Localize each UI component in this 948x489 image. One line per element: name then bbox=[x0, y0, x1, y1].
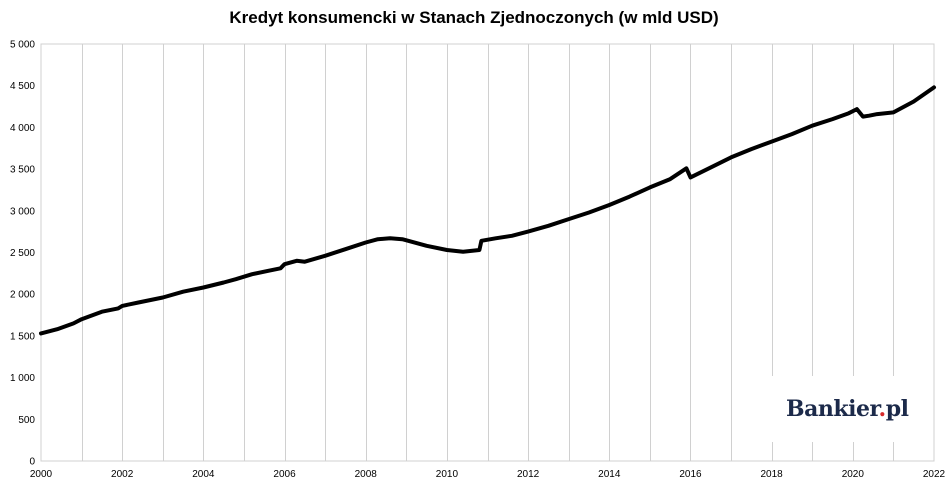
y-tick-label: 500 bbox=[18, 415, 35, 426]
logo-suffix: pl bbox=[885, 396, 909, 422]
y-axis-ticks: 0 500 1 000 1 500 2 000 2 500 3 000 3 500 4 000 4… bbox=[10, 40, 35, 468]
y-tick-label: 3 000 bbox=[10, 206, 35, 217]
x-tick-label: 2020 bbox=[842, 469, 865, 480]
y-tick-label: 5 000 bbox=[10, 40, 35, 51]
y-tick-label: 4 000 bbox=[10, 123, 35, 134]
x-axis-ticks: 2000 2002 2004 2006 2008 2010 2012 2014 2016 2018… bbox=[30, 469, 946, 480]
y-tick-label: 1 500 bbox=[10, 331, 35, 342]
x-tick-label: 2010 bbox=[436, 469, 459, 480]
x-tick-label: 2006 bbox=[273, 469, 296, 480]
x-tick-label: 2012 bbox=[517, 469, 540, 480]
y-tick-label: 1 000 bbox=[10, 373, 35, 384]
x-tick-label: 2002 bbox=[111, 469, 134, 480]
axes bbox=[40, 43, 935, 462]
bankier-logo: Bankier.pl bbox=[762, 376, 922, 442]
x-tick-label: 2004 bbox=[192, 469, 215, 480]
y-tick-label: 2 000 bbox=[10, 290, 35, 301]
y-tick-label: 2 500 bbox=[10, 248, 35, 259]
series-line bbox=[39, 85, 936, 336]
plot-area bbox=[40, 43, 935, 462]
x-tick-label: 2018 bbox=[761, 469, 784, 480]
logo-dot: . bbox=[878, 396, 887, 422]
y-tick-label: 3 500 bbox=[10, 165, 35, 176]
chart-title: Kredyt konsumencki w Stanach Zjednoczony… bbox=[229, 8, 719, 27]
y-tick-label: 4 500 bbox=[10, 81, 35, 92]
x-tick-label: 2016 bbox=[679, 469, 702, 480]
x-tick-label: 2000 bbox=[30, 469, 53, 480]
logo-brand: Bankier bbox=[786, 396, 879, 422]
x-tick-label: 2014 bbox=[598, 469, 621, 480]
series bbox=[39, 85, 936, 336]
y-tick-label: 0 bbox=[29, 457, 35, 468]
x-tick-label: 2022 bbox=[923, 469, 946, 480]
x-tick-label: 2008 bbox=[355, 469, 378, 480]
bankier-logo-text: Bankier.pl bbox=[786, 396, 909, 422]
